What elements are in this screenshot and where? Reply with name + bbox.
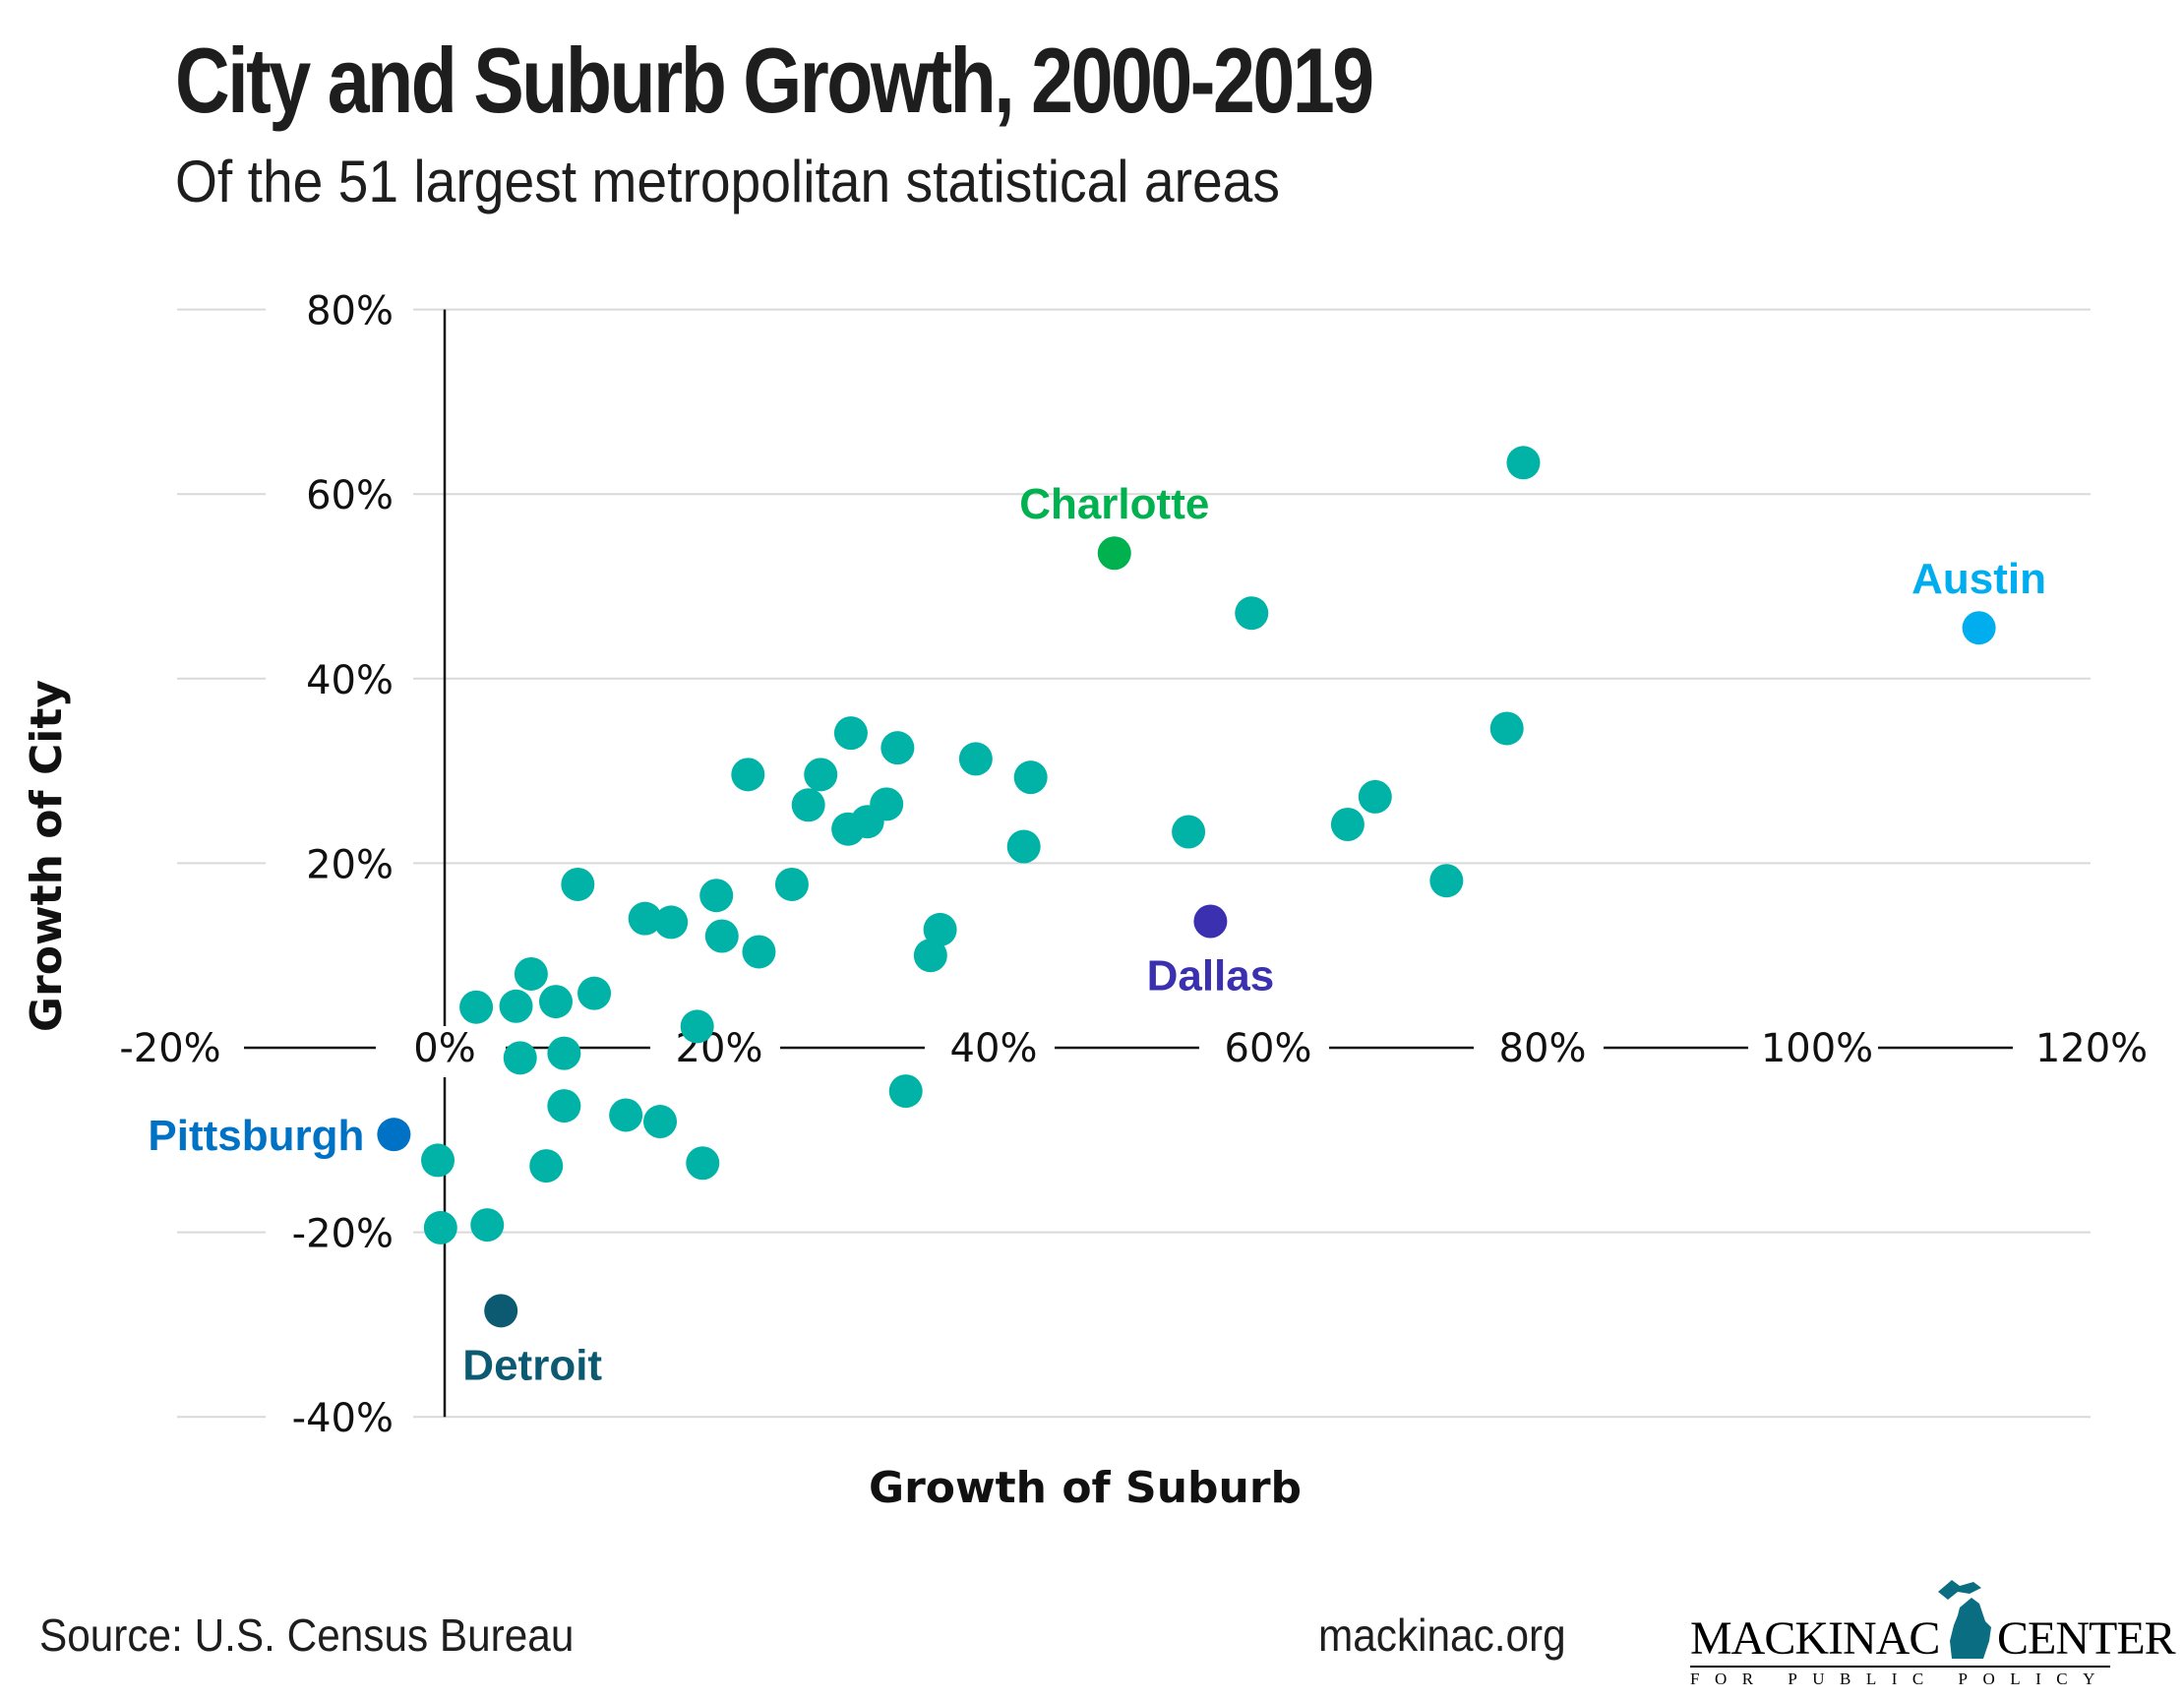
- scatter-point: [628, 901, 662, 936]
- scatter-point: [923, 912, 957, 946]
- x-tick-label: 100%: [1761, 1026, 1873, 1071]
- scatter-point: [699, 879, 734, 913]
- point-label-austin: Austin: [1911, 555, 2046, 603]
- scatter-point: [547, 1036, 581, 1070]
- scatter-point: [529, 1149, 564, 1184]
- scatter-point: [731, 758, 765, 792]
- highlighted-point-pittsburgh: [377, 1118, 411, 1152]
- scatter-point: [1172, 815, 1206, 849]
- scatter-point: [1358, 779, 1392, 814]
- scatter-point: [888, 1074, 923, 1109]
- source-note: Source: U.S. Census Bureau: [39, 1609, 575, 1661]
- chart-subtitle: Of the 51 largest metropolitan statistic…: [175, 149, 1280, 214]
- highlighted-point-detroit: [484, 1294, 518, 1328]
- highlighted-point-dallas: [1193, 904, 1228, 939]
- scatter-point: [643, 1105, 678, 1139]
- scatter-point: [499, 989, 533, 1023]
- gridlines: [177, 308, 2091, 1419]
- scatter-point: [791, 788, 825, 822]
- scatter-point: [958, 742, 993, 776]
- scatter-point: [503, 1041, 537, 1075]
- scatter-point: [654, 905, 689, 940]
- scatter-point: [1235, 596, 1269, 631]
- y-tick-label: 20%: [306, 842, 394, 887]
- y-tick-label: -40%: [292, 1396, 394, 1441]
- scatter-point: [774, 867, 809, 901]
- scatter-point: [1013, 760, 1048, 795]
- scatter-point: [831, 812, 866, 846]
- scatter-point: [804, 758, 838, 792]
- logo-text-left: MACKINAC: [1690, 1612, 1940, 1665]
- x-tick-label: 40%: [950, 1026, 1038, 1071]
- scatter-point: [609, 1098, 643, 1132]
- scatter-point: [680, 1009, 714, 1044]
- scatter-point: [686, 1146, 720, 1181]
- y-tick-label: 80%: [306, 289, 394, 334]
- scatter-point: [1330, 808, 1365, 842]
- mackinac-center-logo: MACKINAC CENTER FOR PUBLIC POLICY: [1690, 1572, 2176, 1688]
- x-tick-label: 120%: [2035, 1026, 2148, 1071]
- y-tick-label: -20%: [292, 1212, 394, 1257]
- scatter-point: [1429, 864, 1464, 898]
- y-tick-label: 40%: [306, 658, 394, 703]
- chart-title: City and Suburb Growth, 2000-2019: [175, 29, 1374, 132]
- scatter-point: [421, 1143, 455, 1178]
- michigan-map-icon: [1938, 1580, 1991, 1659]
- scatter-point: [538, 985, 573, 1019]
- point-label-dallas: Dallas: [1147, 951, 1275, 1000]
- x-tick-label: -20%: [119, 1026, 220, 1071]
- x-tick-label: 80%: [1499, 1026, 1587, 1071]
- y-tick-label: 60%: [306, 473, 394, 518]
- x-tick-label: 0%: [413, 1026, 475, 1071]
- data-points: [377, 446, 1996, 1328]
- scatter-point: [1006, 829, 1041, 864]
- scatter-point: [1506, 446, 1541, 480]
- y-axis-label: Growth of City: [22, 680, 72, 1032]
- point-label-charlotte: Charlotte: [1019, 480, 1209, 528]
- scatter-point: [742, 935, 776, 969]
- website-link[interactable]: mackinac.org: [1318, 1609, 1566, 1661]
- highlighted-point-charlotte: [1097, 536, 1131, 571]
- x-tick-label: 60%: [1225, 1026, 1312, 1071]
- scatter-point: [880, 731, 915, 765]
- scatter-point: [704, 919, 739, 953]
- tick-labels: 80%60%40%20%-20%-40%-20% 0% 20% 40% 60% 80% 10…: [119, 289, 2148, 1442]
- scatter-point: [423, 1210, 457, 1245]
- scatter-point: [561, 867, 595, 901]
- logo-subtitle: FOR PUBLIC POLICY: [1690, 1666, 2110, 1689]
- point-labels: Charlotte Austin Dallas Pittsburgh Detroit: [148, 480, 2046, 1389]
- scatter-point: [913, 939, 947, 973]
- point-label-pittsburgh: Pittsburgh: [148, 1112, 364, 1160]
- point-label-detroit: Detroit: [462, 1341, 602, 1389]
- scatter-point: [459, 990, 494, 1024]
- scatter-point: [833, 716, 868, 751]
- x-axis-label: Growth of Suburb: [869, 1463, 1302, 1513]
- scatter-point: [577, 976, 612, 1010]
- logo-text-right: CENTER: [1997, 1612, 2176, 1665]
- scatter-point: [547, 1089, 581, 1123]
- scatter-point: [470, 1208, 505, 1243]
- highlighted-point-austin: [1962, 611, 1996, 645]
- scatter-point: [514, 956, 548, 991]
- scatter-point: [1489, 711, 1524, 746]
